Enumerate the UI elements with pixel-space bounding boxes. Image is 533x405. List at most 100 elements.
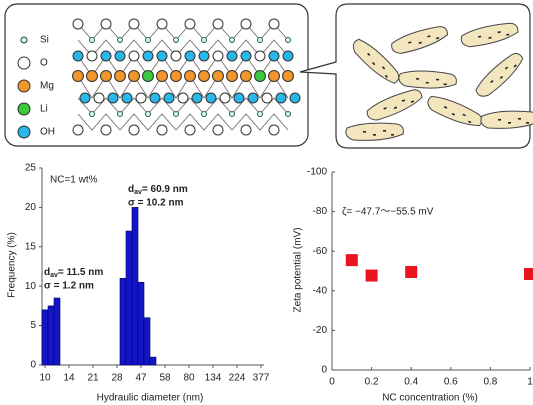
- atom-mg: [73, 71, 84, 82]
- y-tick-label: 15: [25, 241, 37, 252]
- subscript: av: [50, 272, 58, 279]
- atom-o: [129, 19, 139, 29]
- atom-o: [129, 51, 139, 61]
- atom-oh: [157, 51, 167, 61]
- y-tick-label: 5: [30, 320, 36, 331]
- particle-dot: [426, 82, 429, 84]
- x-tick-label: 134: [205, 373, 222, 384]
- y-tick-label: 25: [25, 163, 37, 174]
- atom-si: [174, 112, 179, 117]
- atom-mg: [185, 71, 196, 82]
- atom-si: [118, 38, 123, 43]
- atom-li: [255, 71, 266, 82]
- atom-o: [185, 19, 195, 29]
- y-tick-label: -40: [313, 285, 328, 296]
- atom-si: [258, 38, 263, 43]
- atom-o: [178, 93, 188, 103]
- y-tick-label: 0: [321, 365, 327, 376]
- bar: [126, 231, 132, 365]
- atom-o: [73, 125, 83, 135]
- annotation: σ = 10.2 nm: [128, 198, 184, 209]
- particle-shape: [481, 111, 533, 128]
- x-tick-label: 14: [63, 373, 75, 384]
- atom-si: [118, 112, 123, 117]
- atom-o: [241, 19, 251, 29]
- atom-mg: [241, 71, 252, 82]
- annotation-text: = 11.5 nm: [58, 267, 103, 278]
- x-axis-title: NC concentration (%): [382, 393, 478, 404]
- atom-o: [157, 125, 167, 135]
- particle-dot: [363, 131, 366, 133]
- particle-dot: [383, 130, 386, 132]
- atom-mg: [213, 71, 224, 82]
- annotation: dav= 11.5 nm: [44, 267, 103, 279]
- atom-o: [94, 93, 104, 103]
- annotation: dav= 60.9 nm: [128, 184, 188, 196]
- atom-oh: [241, 51, 251, 61]
- atom-o: [269, 19, 279, 29]
- x-tick-label: 0.2: [365, 377, 379, 388]
- atom-oh: [80, 93, 90, 103]
- atom-o: [185, 125, 195, 135]
- atom-oh: [248, 93, 258, 103]
- legend-label: Mg: [40, 81, 54, 92]
- x-tick-label: 0: [329, 377, 335, 388]
- x-tick-label: 21: [87, 373, 99, 384]
- particle-dot: [508, 122, 511, 124]
- x-tick-label: 28: [111, 373, 123, 384]
- atom-si: [146, 112, 151, 117]
- atom-o: [213, 19, 223, 29]
- atom-si: [90, 38, 95, 43]
- atom-oh: [73, 51, 83, 61]
- atom-oh: [290, 93, 300, 103]
- atom-oh: [101, 51, 111, 61]
- legend-symbol: [18, 126, 30, 138]
- atom-oh: [122, 93, 132, 103]
- point: [346, 254, 358, 266]
- y-tick-label: 20: [25, 202, 37, 213]
- y-tick-label: -100: [307, 167, 327, 178]
- atom-o: [213, 125, 223, 135]
- atom-o: [87, 51, 97, 61]
- atom-oh: [269, 51, 279, 61]
- legend-label: Li: [40, 104, 48, 115]
- bar: [120, 278, 126, 365]
- figure: SiOMgLiOH NC=1 wt% dav= 60.9 nm σ = 10.2…: [0, 0, 533, 405]
- atom-mg: [129, 71, 140, 82]
- atom-mg: [157, 71, 168, 82]
- atom-oh: [227, 51, 237, 61]
- bar: [42, 310, 48, 365]
- x-axis-title: Hydraulic diameter (nm): [97, 393, 204, 404]
- atom-o: [73, 19, 83, 29]
- x-tick-label: 377: [253, 373, 270, 384]
- legend-symbol: [18, 80, 30, 92]
- legend-symbol: [21, 37, 27, 43]
- atom-oh: [108, 93, 118, 103]
- atom-oh: [283, 51, 293, 61]
- atom-oh: [164, 93, 174, 103]
- atom-si: [146, 38, 151, 43]
- legend-label: Si: [40, 35, 49, 46]
- x-tick-label: 0.8: [483, 377, 497, 388]
- point: [524, 268, 533, 280]
- particle-dot: [518, 118, 521, 120]
- atom-si: [90, 112, 95, 117]
- atom-oh: [276, 93, 286, 103]
- x-tick-label: 1: [527, 377, 533, 388]
- y-axis-title: Zeta potential (mV): [293, 227, 304, 312]
- bar: [54, 298, 60, 365]
- annotation: σ = 1.2 nm: [44, 281, 94, 292]
- particle-dot: [391, 134, 394, 136]
- x-tick-label: 0.6: [444, 377, 458, 388]
- atom-li: [143, 71, 154, 82]
- atom-si: [286, 38, 291, 43]
- legend-label: O: [40, 58, 48, 69]
- legend-symbol: [18, 57, 30, 69]
- annotation: ζ= −47.7～−55.5 mV: [342, 207, 434, 218]
- atom-o: [213, 51, 223, 61]
- bar: [48, 306, 54, 365]
- atom-o: [269, 125, 279, 135]
- bar: [144, 318, 150, 365]
- atom-o: [157, 19, 167, 29]
- x-tick-label: 47: [135, 373, 147, 384]
